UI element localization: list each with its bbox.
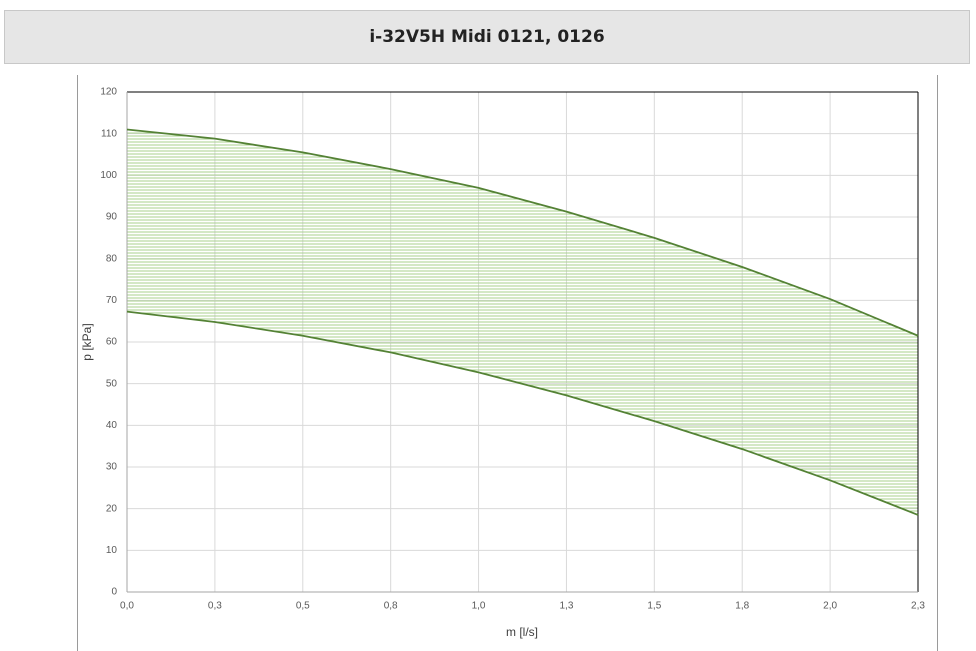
- y-tick-label: 100: [100, 170, 117, 181]
- y-tick-label: 120: [100, 87, 117, 98]
- y-tick-label: 30: [106, 462, 118, 473]
- y-tick-label: 50: [106, 378, 118, 389]
- y-tick-label: 40: [106, 420, 118, 431]
- y-axis-label: p [kPa]: [80, 323, 94, 360]
- series-line: [126, 128, 919, 337]
- x-tick-label: 1,3: [559, 601, 573, 612]
- x-tick-label: 1,5: [647, 601, 661, 612]
- x-axis-label: m [l/s]: [506, 625, 538, 639]
- band-fill: [127, 129, 918, 515]
- y-tick-label: 70: [106, 295, 118, 306]
- y-tick-label: 80: [106, 253, 118, 264]
- y-tick-label: 0: [111, 587, 117, 598]
- y-tick-label: 110: [101, 128, 117, 139]
- series-line: [126, 310, 919, 516]
- y-tick-label: 60: [106, 337, 118, 348]
- x-tick-label: 0,5: [296, 601, 310, 612]
- header-title: i-32V5H Midi 0121, 0126: [4, 10, 970, 64]
- x-tick-label: 1,8: [735, 601, 749, 612]
- y-tick-label: 90: [106, 212, 118, 223]
- x-tick-label: 2,0: [823, 601, 837, 612]
- y-tick-label: 20: [106, 503, 118, 514]
- x-tick-label: 1,0: [472, 601, 486, 612]
- y-tick-label: 10: [106, 545, 118, 556]
- x-tick-label: 2,3: [911, 601, 925, 612]
- x-tick-label: 0,0: [120, 601, 134, 612]
- x-tick-label: 0,3: [208, 601, 222, 612]
- x-tick-label: 0,8: [384, 601, 398, 612]
